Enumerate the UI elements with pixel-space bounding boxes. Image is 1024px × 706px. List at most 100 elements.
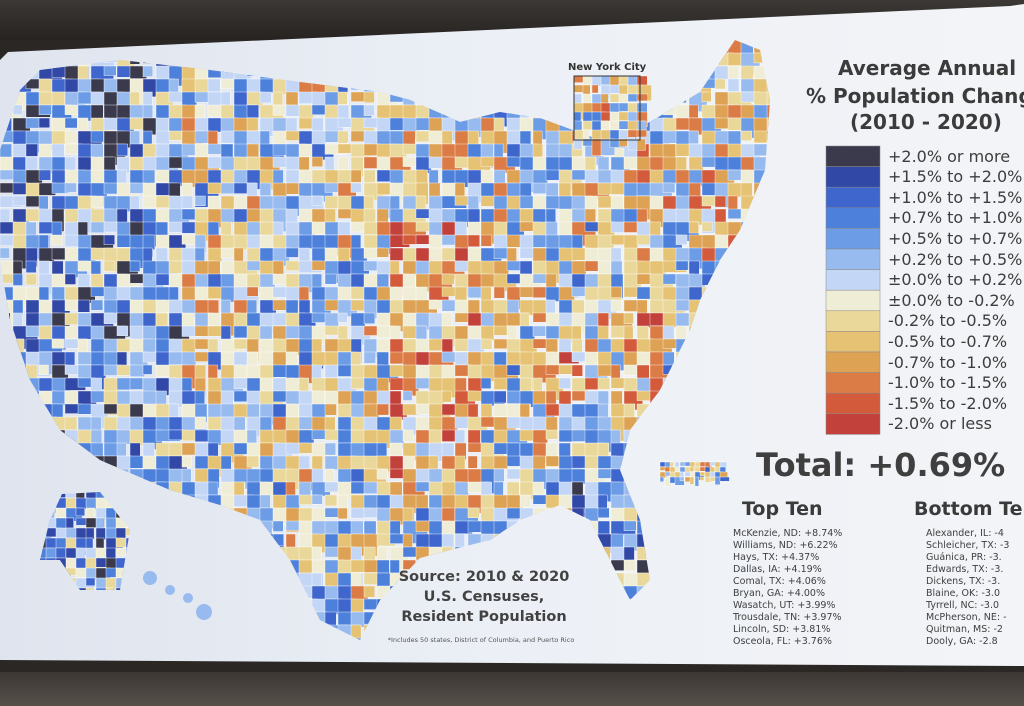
- county-cell: [532, 390, 546, 405]
- county-cell: [441, 468, 456, 484]
- county-cell: [679, 466, 686, 473]
- county-cell: [519, 494, 531, 508]
- county-cell: [77, 299, 90, 313]
- ranked-county: Bryan, GA: +4.00%: [733, 588, 825, 599]
- county-cell: [246, 104, 260, 119]
- county-cell: [591, 84, 599, 94]
- county-cell: [701, 247, 717, 263]
- county-cell: [480, 169, 494, 186]
- county-cell: [194, 247, 205, 262]
- county-cell: [324, 130, 349, 143]
- county-cell: [75, 507, 85, 517]
- ranked-county: Dickens, TX: -3.: [926, 576, 1001, 587]
- county-cell: [207, 91, 224, 107]
- title-line-2: % Population Change: [806, 84, 1024, 108]
- county-cell: [597, 377, 611, 390]
- county-cell: [454, 481, 469, 496]
- hawaii-island: [165, 585, 175, 595]
- county-cell: [532, 455, 546, 472]
- county-cell: [129, 260, 141, 272]
- county-cell: [467, 455, 478, 469]
- county-cell: [259, 182, 272, 196]
- county-cell: [90, 130, 104, 143]
- bottom-ten-heading: Bottom Ten: [914, 498, 1024, 520]
- county-cell: [155, 468, 170, 484]
- county-cell: [493, 390, 507, 404]
- county-cell: [272, 325, 288, 341]
- county-cell: [285, 364, 300, 380]
- ranked-county: Dooly, GA: -2.8: [926, 636, 998, 647]
- legend-label: +2.0% or more: [888, 146, 1011, 166]
- county-cell: [168, 247, 184, 263]
- county-cell: [699, 476, 705, 481]
- county-cell: [246, 403, 260, 418]
- county-cell: [376, 247, 389, 258]
- county-cell: [597, 325, 609, 340]
- legend-label: ±0.0% to +0.2%: [888, 270, 1023, 290]
- county-cell: [12, 195, 28, 207]
- county-cell: [324, 403, 337, 416]
- county-cell: [415, 325, 428, 341]
- county-cell: [636, 390, 652, 401]
- legend-label: +1.0% to +1.5%: [888, 187, 1023, 207]
- county-cell: [688, 221, 699, 234]
- county-cell: [669, 461, 674, 467]
- ranked-county: Tyrrell, NC: -3.0: [926, 600, 1000, 611]
- county-cell: [25, 260, 37, 273]
- legend-swatch: [825, 228, 881, 250]
- county-cell: [311, 156, 324, 167]
- county-cell: [51, 234, 63, 246]
- county-cell: [298, 286, 310, 302]
- county-cell: [467, 195, 480, 212]
- ranked-county: Williams, ND: +6.22%: [733, 540, 838, 551]
- county-cell: [324, 494, 338, 507]
- legend-label: -1.0% to -1.5%: [888, 373, 1008, 393]
- county-cell: [194, 416, 206, 430]
- county-cell: [709, 466, 715, 473]
- county-cell: [90, 377, 102, 392]
- county-cell: [64, 182, 77, 193]
- ranked-county: Edwards, TX: -3.: [926, 564, 1004, 575]
- county-cell: [766, 91, 770, 112]
- county-cell: [573, 138, 583, 150]
- county-cell: [259, 91, 272, 104]
- county-cell: [467, 234, 480, 248]
- ranked-county: Osceola, FL: +3.76%: [733, 636, 832, 647]
- county-cell: [207, 78, 221, 93]
- legend-swatch: [825, 331, 881, 353]
- county-cell: [688, 130, 699, 145]
- county-cell: [493, 260, 509, 275]
- county-cell: [350, 351, 362, 366]
- county-cell: [103, 403, 118, 415]
- county-cell: [324, 455, 339, 471]
- county-cell: [402, 390, 413, 401]
- county-cell: [480, 325, 495, 341]
- county-cell: [689, 466, 694, 472]
- county-cell: [142, 442, 155, 457]
- county-cell: [246, 286, 259, 297]
- county-cell: [766, 104, 770, 121]
- county-cell: [337, 312, 348, 323]
- county-cell: [116, 325, 129, 336]
- county-cell: [116, 143, 129, 157]
- county-cell: [103, 234, 116, 246]
- county-cell: [12, 299, 24, 315]
- legend-swatch: [825, 166, 881, 188]
- legend-swatches: [825, 145, 881, 435]
- county-cell: [584, 455, 599, 469]
- county-cell: [714, 476, 721, 486]
- county-cell: [38, 169, 51, 181]
- legend-label: -1.5% to -2.0%: [888, 393, 1008, 413]
- county-cell: [454, 286, 468, 302]
- county-cell: [441, 234, 458, 246]
- county-cell: [636, 273, 652, 285]
- legend-label: -0.5% to -0.7%: [888, 331, 1008, 351]
- county-cell: [142, 364, 153, 375]
- county-cell: [623, 169, 638, 184]
- county-cell: [207, 364, 218, 379]
- county-cell: [337, 507, 348, 520]
- county-cell: [77, 403, 92, 415]
- county-cell: [701, 221, 713, 232]
- county-cell: [480, 481, 492, 497]
